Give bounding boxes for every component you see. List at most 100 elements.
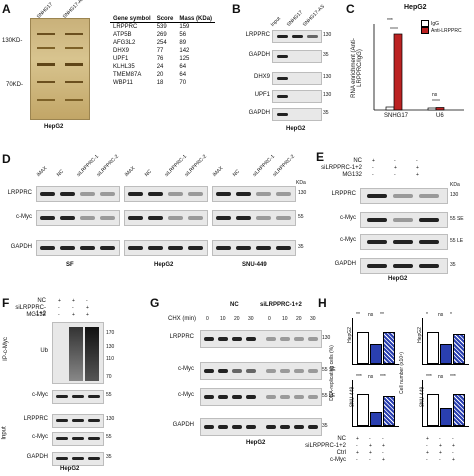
panel-h-bar [357,394,369,426]
panel-b-lane-2: SNHG17 [285,9,305,28]
panel-f-condition: siLRPPRC-1+2 [15,305,46,317]
panel-g-marker: 55 LE [322,393,336,399]
blot-band [88,457,100,460]
table-cell: 64 [179,64,187,70]
panel-h-mark: + [439,450,442,456]
panel-g-time: 30 [310,316,316,322]
blot-band [204,337,214,341]
panel-h-condition: Ctrl [336,450,346,456]
blot-band [216,246,231,250]
panel-d-blot [212,210,296,226]
blot-band [88,395,100,398]
panel-f-mark: + [86,312,89,318]
blot-band [419,240,439,244]
panel-c-sig-2: ns [432,92,438,98]
panel-e-mark: + [416,165,419,171]
panel-h-mark: - [356,457,358,463]
blot-band [72,437,84,440]
blot-band [294,425,304,429]
table-row: UPF1 76 125 [110,55,215,63]
blot-band [236,216,251,220]
panel-e-row-label: c-Myc [340,215,356,221]
blot-band [367,218,387,222]
panel-g-group: siLRPPRC-1+2 [260,302,302,308]
panel-g-chx: CHX (min) [168,316,196,322]
bar-u6-igg [427,107,437,111]
panel-a-lane-2: SNHG17-AS [61,0,87,20]
panel-c-label: C [346,2,355,16]
panel-h-bar [383,332,395,364]
panel-f-row-label: GAPDH [26,454,48,460]
panel-f-marker: 55 [106,434,112,440]
table-row: WBP11 18 70 [110,79,215,87]
blot-band [280,337,290,341]
blot-band [256,192,271,196]
blot-band [56,457,68,460]
blot-band [232,425,242,429]
panel-h-sig: ns [368,312,374,318]
panel-h-sig: *** [450,374,456,380]
panel-g-row-label: c-Myc [178,366,194,372]
panel-e-mark: - [372,172,374,178]
blot-band [246,369,256,373]
panel-h-sig: ns [438,312,444,318]
table-cell: WBP11 [113,80,133,86]
panel-d-blot [212,186,296,202]
blot-band [216,192,231,196]
table-cell: 77 [156,48,164,54]
blot-band [56,419,68,422]
blot-band [148,192,163,196]
panel-e-blot [360,234,448,250]
panel-e-blot [360,258,448,274]
table-cell: 269 [156,32,167,38]
blot-band [266,369,276,373]
panel-h-mark: - [452,436,454,442]
panel-g-row-label: LRPPRC [169,334,194,340]
panel-e-condition: NC [353,158,362,164]
blot-band [276,192,291,196]
panel-b-caption: HepG2 [286,126,306,132]
panel-g-caption: HepG2 [246,440,266,446]
blot-band [367,264,387,268]
panel-e-mark: + [372,158,375,164]
panel-d-blot [36,186,120,202]
panel-h-bar [427,332,439,364]
panel-h-mark: + [369,443,372,449]
blot-band [277,95,288,98]
panel-g-blot [200,418,322,436]
table-cell: 18 [156,80,164,86]
blot-band [308,337,318,341]
blot-band [60,216,75,220]
blot-band [128,216,143,220]
panel-f-mark: - [86,298,88,304]
panel-f-group: IP-c-Myc [2,337,9,361]
panel-h-ylabel-left: DNA-replicating cells (%) [329,345,335,401]
panel-c-sig-1: *** [387,18,393,24]
table-row: TMEM87A 20 64 [110,71,215,79]
panel-d-group: HepG2 [154,262,174,268]
blot-band [100,246,115,250]
blot-band [188,246,203,250]
blot-band [393,218,413,222]
blot-band [232,337,242,341]
blot-band [168,216,183,220]
panel-f-marker: 130 [106,344,115,350]
blot-band [280,395,290,399]
blot-band [88,437,100,440]
panel-h-chart [422,380,469,427]
table-header-score: Score [153,16,177,23]
panel-e-mark: - [394,172,396,178]
panel-e-mark: - [416,158,418,164]
panel-f-marker: 130 [106,416,115,422]
panel-h-sig: * [450,312,452,318]
blot-band [80,246,95,250]
panel-e-row-label: LRPPRC [331,191,356,197]
panel-h-label: H [318,296,327,310]
panel-a-caption: HepG2 [44,124,64,130]
table-cell: DHX9 [113,48,130,54]
panel-f-row-label: Ub [40,348,48,354]
panel-d-blot [36,210,120,226]
blot-band [266,425,276,429]
table-header-mass: Mass (KDa) [176,16,216,23]
blot-band [188,192,203,196]
